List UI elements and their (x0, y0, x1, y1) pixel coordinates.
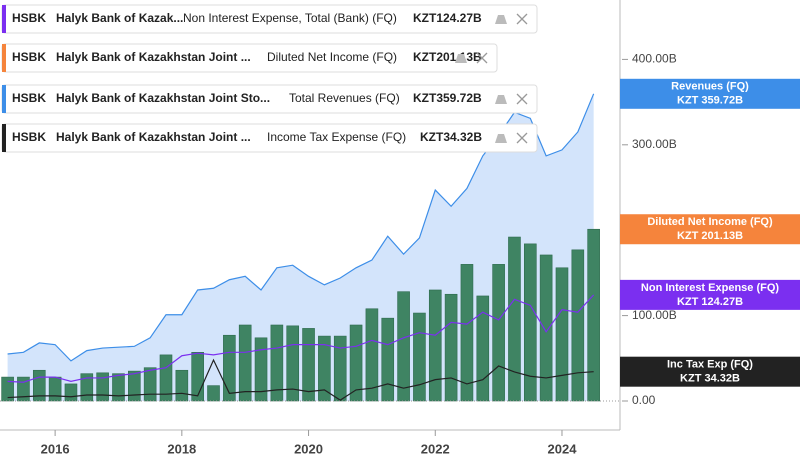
bar (413, 312, 426, 402)
bar (428, 289, 442, 402)
bar (191, 352, 204, 402)
legend-close[interactable] (476, 52, 488, 64)
bar (587, 228, 600, 402)
bar (523, 243, 537, 402)
x-tick-label: 2016 (41, 441, 70, 456)
bar (444, 293, 458, 402)
value-tag-title: Inc Tax Exp (FQ) (667, 359, 753, 371)
bar (460, 264, 474, 402)
bar (492, 264, 505, 402)
bar (365, 308, 379, 402)
legend-entry: HSBK Halyk Bank of Kazakhstan Joint ... Di… (1, 43, 498, 73)
legend-swatch (2, 5, 6, 33)
line (7, 294, 595, 383)
legend-name: Income Tax Expense (FQ) (267, 130, 406, 144)
legend-value: KZT201.13B (413, 50, 482, 64)
bar (48, 376, 62, 402)
value-tag-value: KZT 124.27B (677, 296, 743, 308)
bar (1, 376, 14, 402)
legend-value: KZT34.32B (420, 130, 482, 144)
legend-entry: HSBK Halyk Bank of Kazak... Non Interest E… (1, 4, 538, 34)
bar (349, 324, 363, 402)
value-tag (620, 78, 800, 109)
legend-company: Halyk Bank of Kazakhstan Joint ... (56, 130, 251, 144)
legend-name: Total Revenues (FQ) (289, 91, 400, 105)
value-tag-value: KZT 34.32B (680, 373, 740, 385)
legend-symbol: HSBK (12, 50, 46, 64)
legend-icon (495, 15, 507, 24)
value-tag (620, 356, 800, 387)
legend-company: Halyk Bank of Kazakhstan Joint ... (56, 50, 251, 64)
legend-icon (495, 95, 507, 104)
bar (333, 335, 347, 402)
value-tag-title: Revenues (FQ) (671, 81, 749, 93)
bar (539, 254, 553, 402)
y-tick-label: 100.00B (632, 308, 677, 322)
x-tick-label: 2024 (548, 441, 578, 456)
bar (128, 370, 141, 402)
legend-symbol: HSBK (12, 130, 46, 144)
legend-name: Non Interest Expense, Total (Bank) (FQ) (183, 11, 397, 25)
legend-close[interactable] (516, 93, 528, 105)
bar (397, 291, 410, 402)
y-tick-label: 400.00B (632, 52, 677, 66)
y-tick-label: 0.00 (632, 393, 656, 407)
value-tag-value: KZT 201.13B (677, 230, 743, 242)
value-tag-title: Non Interest Expense (FQ) (641, 282, 779, 294)
y-tick-label: 300.00B (632, 137, 677, 151)
bar (112, 373, 125, 402)
legend-close[interactable] (516, 13, 528, 25)
legend-company: Halyk Bank of Kazak... (56, 11, 183, 25)
bar (80, 373, 94, 402)
bar (64, 383, 78, 402)
legend-name: Diluted Net Income (FQ) (267, 50, 397, 64)
bar (476, 295, 490, 402)
x-tick-label: 2022 (421, 441, 450, 456)
legend-symbol: HSBK (12, 91, 46, 105)
legend-icon (455, 54, 467, 63)
bar (302, 328, 315, 402)
x-tick-label: 2020 (294, 441, 323, 456)
bar (381, 317, 395, 402)
bar (571, 249, 585, 402)
bar (143, 367, 157, 402)
x-tick-label: 2018 (167, 441, 196, 456)
bar (17, 376, 30, 402)
legend-swatch (2, 44, 6, 72)
bar (508, 236, 521, 402)
legend-value: KZT124.27B (413, 11, 482, 25)
value-tag (620, 214, 800, 245)
legend-company: Halyk Bank of Kazakhstan Joint Sto... (56, 91, 270, 105)
value-tag-value: KZT 359.72B (677, 95, 743, 107)
bar (555, 267, 569, 402)
value-tag-title: Diluted Net Income (FQ) (647, 216, 773, 228)
legend-swatch (2, 124, 6, 152)
line (7, 358, 594, 401)
legend-value: KZT359.72B (413, 91, 482, 105)
legend-entry: HSBK Halyk Bank of Kazakhstan Joint Sto..… (1, 84, 538, 114)
bar (175, 369, 189, 402)
legend-entry: HSBK Halyk Bank of Kazakhstan Joint ... In… (1, 123, 538, 153)
legend-swatch (2, 85, 6, 113)
value-tag (620, 279, 800, 310)
bar (207, 385, 220, 402)
bar (223, 334, 236, 402)
legend-icon (495, 134, 507, 143)
legend-close[interactable] (516, 132, 528, 144)
bar (238, 324, 252, 402)
legend-symbol: HSBK (12, 11, 46, 25)
